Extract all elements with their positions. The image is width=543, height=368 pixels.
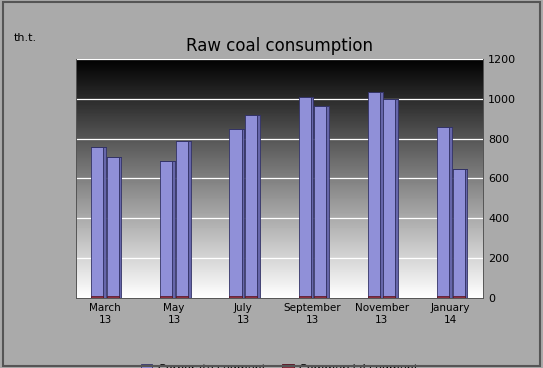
Bar [173,160,175,298]
Bar [311,97,313,298]
Bar [383,99,395,298]
Bar [314,296,326,298]
Title: Raw coal consumption: Raw coal consumption [186,36,373,54]
Bar [380,92,383,298]
Bar [449,127,452,298]
Bar [245,115,257,298]
Bar [452,169,465,298]
Bar [452,296,465,298]
Bar [437,127,449,298]
Bar [230,296,242,298]
Bar [176,141,188,298]
Bar [119,156,122,298]
Bar [160,296,173,298]
Bar [91,146,103,298]
Bar [299,97,311,298]
Bar [160,160,173,298]
Bar [383,296,395,298]
Bar [188,141,191,298]
Bar [368,296,380,298]
Bar [368,92,380,298]
Bar [91,296,103,298]
Bar [245,296,257,298]
Bar [176,296,188,298]
Bar [465,169,468,298]
Bar [107,156,119,298]
Bar [314,106,326,298]
Bar [326,106,329,298]
Bar [299,296,311,298]
Bar [257,115,260,298]
Bar [395,99,398,298]
Bar [103,146,106,298]
Bar [107,296,119,298]
Bar [230,129,242,298]
Bar [242,129,244,298]
Legend: Corporate segment, Commercial segment: Corporate segment, Commercial segment [136,360,423,368]
Text: th.t.: th.t. [14,33,37,43]
Bar [437,296,449,298]
